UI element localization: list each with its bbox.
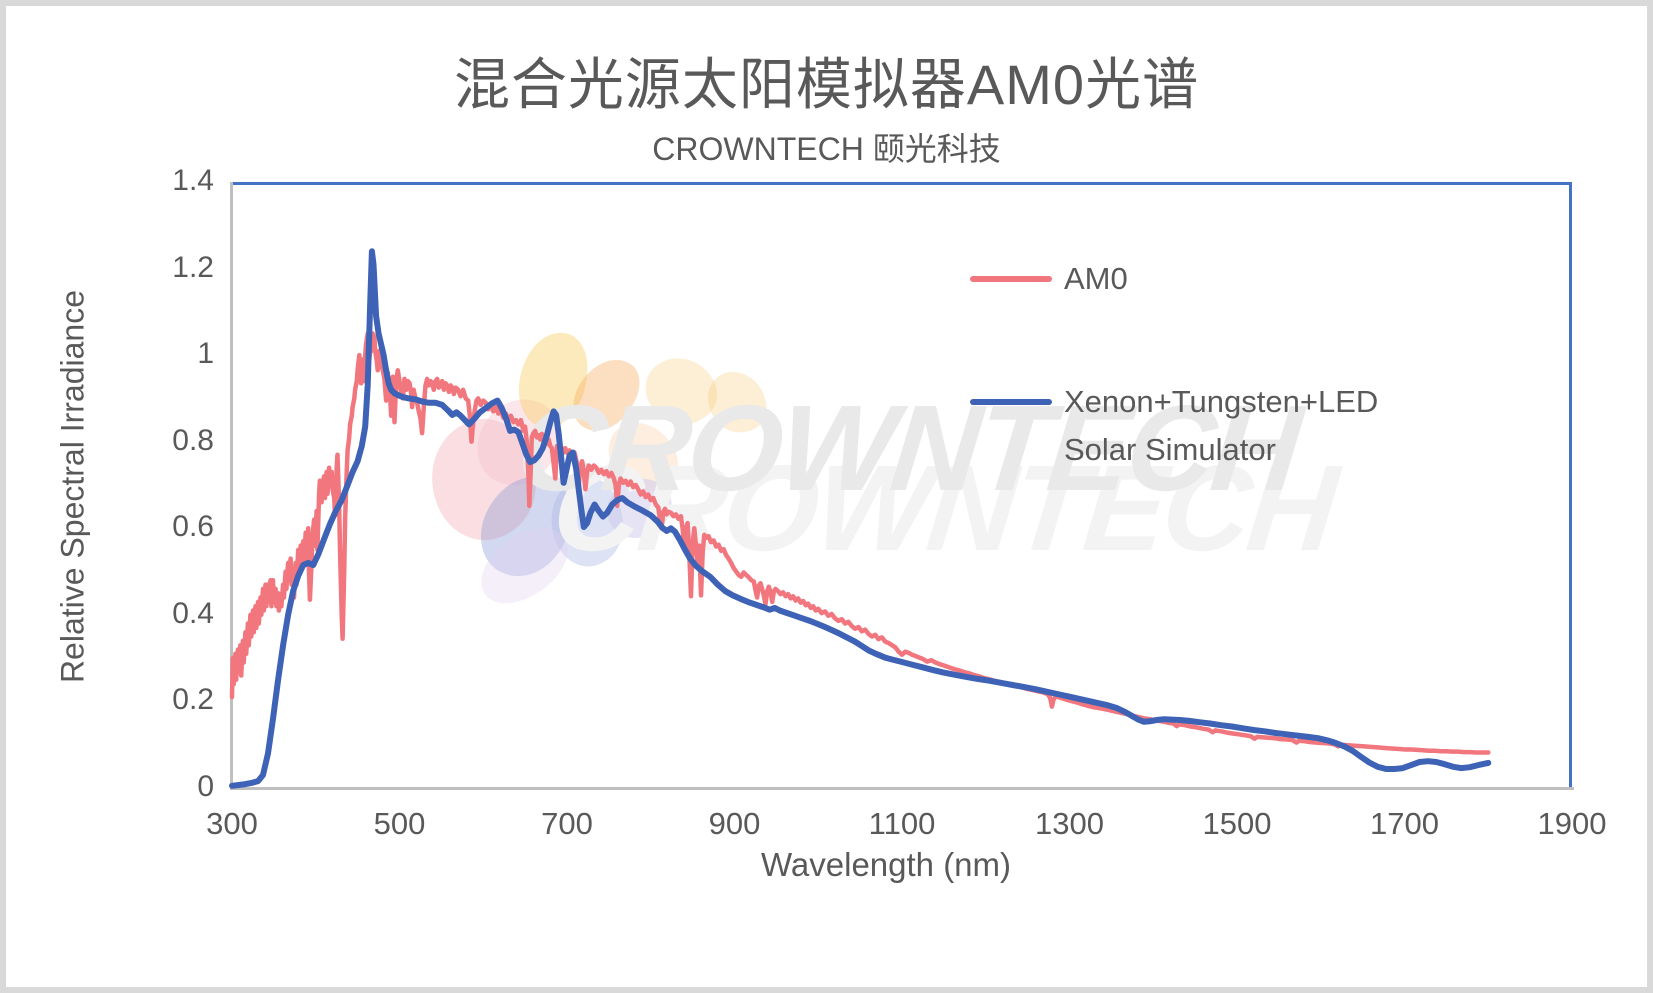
y-axis-line: [230, 182, 233, 790]
x-tick-label: 300: [206, 806, 258, 841]
x-tick-label: 1900: [1537, 806, 1607, 841]
y-tick-label: 1.4: [172, 164, 214, 197]
x-tick-label: 1100: [868, 806, 936, 841]
x-tick-label: 1500: [1202, 806, 1272, 841]
legend-label-am0: AM0: [1064, 261, 1128, 296]
x-axis-title: Wavelength (nm): [760, 846, 1012, 883]
y-tick-label: 0.8: [172, 423, 214, 457]
y-tick-label: 1: [197, 337, 214, 371]
y-tick-label: 0.2: [172, 683, 214, 717]
x-tick-label: 900: [708, 806, 761, 841]
x-axis-line: [230, 787, 1574, 790]
plot-area-border: [232, 182, 1572, 788]
x-tick-label: 1300: [1035, 806, 1104, 841]
chart-subtitle: CROWNTECH 颐光科技: [652, 131, 1001, 167]
legend-label-simulator-line2: Solar Simulator: [1064, 432, 1276, 467]
chart-title: 混合光源太阳模拟器AM0光谱: [453, 53, 1200, 116]
x-tick-label: 1700: [1370, 806, 1439, 841]
x-tick-label: 700: [541, 806, 593, 841]
y-tick-label: 0: [197, 770, 214, 803]
legend-line-simulator: [970, 399, 1052, 405]
x-tick-label: 500: [373, 806, 426, 841]
plot-svg: [229, 248, 1492, 789]
y-tick-label: 0.6: [172, 510, 214, 544]
y-tick-label: 0.4: [172, 596, 214, 630]
y-tick-label: 1.2: [172, 250, 214, 284]
series-simulator: [229, 248, 1492, 789]
legend-label-simulator-line1: Xenon+Tungsten+LED: [1064, 384, 1379, 419]
legend-line-am0: [970, 276, 1052, 282]
